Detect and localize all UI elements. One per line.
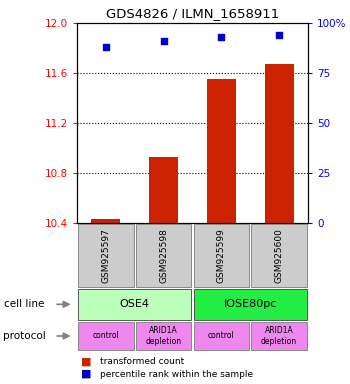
Bar [194, 289, 307, 319]
Text: GSM925599: GSM925599 [217, 228, 226, 283]
Bar [136, 321, 191, 351]
Point [161, 38, 167, 44]
Bar [194, 321, 249, 351]
Text: IOSE80pc: IOSE80pc [224, 299, 277, 310]
Bar [265, 64, 294, 223]
Text: percentile rank within the sample: percentile rank within the sample [100, 369, 253, 379]
Bar [149, 157, 178, 223]
Text: ■: ■ [80, 357, 91, 367]
Bar [251, 321, 307, 351]
Text: ARID1A
depletion: ARID1A depletion [146, 326, 182, 346]
Text: control: control [92, 331, 119, 341]
Title: GDS4826 / ILMN_1658911: GDS4826 / ILMN_1658911 [106, 7, 279, 20]
Bar [194, 224, 249, 287]
Text: cell line: cell line [4, 299, 44, 310]
Bar [207, 79, 236, 223]
Bar [78, 224, 134, 287]
Bar [91, 219, 120, 223]
Point [218, 34, 224, 40]
Text: GSM925597: GSM925597 [102, 228, 110, 283]
Text: ARID1A
depletion: ARID1A depletion [261, 326, 297, 346]
Bar [78, 321, 134, 351]
Bar [251, 224, 307, 287]
Text: GSM925600: GSM925600 [275, 228, 284, 283]
Point [276, 32, 282, 38]
Text: ■: ■ [80, 369, 91, 379]
Text: control: control [208, 331, 235, 341]
Text: GSM925598: GSM925598 [159, 228, 168, 283]
Text: protocol: protocol [4, 331, 46, 341]
Bar [136, 224, 191, 287]
Bar [78, 289, 191, 319]
Point [103, 44, 108, 50]
Text: OSE4: OSE4 [120, 299, 150, 310]
Text: transformed count: transformed count [100, 357, 184, 366]
